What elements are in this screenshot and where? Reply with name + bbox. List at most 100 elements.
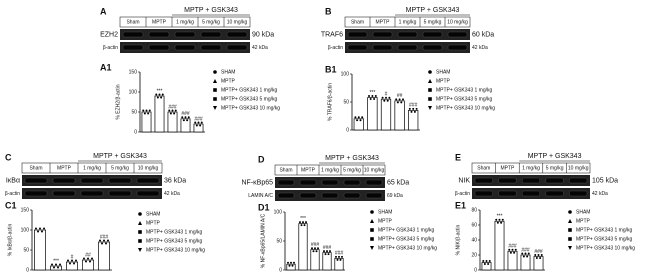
annotation: ### (168, 104, 177, 110)
dot (527, 252, 530, 255)
dot (143, 112, 146, 115)
dot (303, 224, 306, 227)
dot (522, 255, 525, 258)
dot (381, 96, 384, 99)
lane-label: Sham (279, 167, 292, 173)
legend-marker (138, 221, 142, 225)
dot (99, 239, 101, 242)
dot (155, 93, 158, 96)
band (343, 179, 361, 186)
lane-label: 10 mg/kg (138, 165, 159, 171)
size-label: 42 kDa (472, 45, 488, 51)
band (299, 179, 317, 186)
y-tick-label: 50 (23, 247, 29, 253)
lane-label: 1 mg/kg (83, 165, 101, 171)
row-label: NIK (458, 177, 470, 184)
band (148, 31, 170, 38)
band (447, 44, 468, 51)
dot (181, 116, 184, 119)
y-axis-label: % TRAF6/β-actin (327, 83, 333, 121)
legend-marker (370, 228, 374, 232)
panel-letter: E1 (455, 200, 466, 210)
dot (317, 247, 319, 250)
dot (187, 116, 190, 119)
band (80, 190, 104, 197)
lane-label: 5 mg/kg (202, 19, 220, 25)
panel-letter: E (455, 152, 461, 162)
legend-label: SHAM (378, 209, 392, 215)
band (397, 44, 418, 51)
size-label: 36 kDa (164, 177, 186, 184)
bar (154, 95, 165, 133)
lane-label: 5 mg/kg (343, 167, 361, 173)
legend-marker (213, 88, 217, 92)
dot (168, 109, 171, 112)
lane-label: 1 mg/kg (522, 165, 540, 171)
dot (290, 261, 292, 264)
row-label: β-actin (103, 45, 118, 51)
annotation: ### (335, 251, 344, 257)
dot (339, 258, 342, 261)
dot (540, 254, 543, 256)
dot (73, 262, 75, 265)
dot (482, 260, 485, 262)
dot (293, 261, 295, 264)
y-tick-label: 100 (129, 89, 138, 95)
legend-label: MPTP+ GSK343 10 mg/kg (576, 245, 635, 251)
band (174, 44, 196, 51)
bar (533, 256, 544, 271)
band (148, 44, 170, 51)
annotation: *** (53, 258, 59, 264)
legend-label: MPTP+ GSK343 1 mg/kg (146, 229, 202, 235)
lane-label: 5 mg/kg (424, 19, 442, 25)
lane-label: 1 mg/kg (176, 19, 194, 25)
legend-marker (370, 219, 374, 223)
bar (408, 110, 419, 131)
row-label: IκBα (6, 177, 20, 184)
row-label: EZH2 (100, 31, 118, 38)
y-axis-label: % NIK/β-actin (455, 224, 461, 255)
size-label: 60 kDa (472, 31, 494, 38)
legend-marker (568, 246, 572, 250)
dot (200, 121, 203, 124)
dot (288, 264, 291, 267)
dot (300, 224, 303, 227)
dot (51, 263, 53, 266)
band (200, 31, 222, 38)
dot (171, 109, 174, 112)
y-tick-label: 100 (21, 227, 30, 233)
lane-box (344, 16, 471, 28)
dot (534, 254, 537, 256)
band (569, 190, 588, 197)
dot (69, 262, 71, 265)
dot (75, 259, 77, 262)
bar (310, 249, 320, 271)
dot (368, 95, 370, 98)
lane-label: MPTP (152, 19, 167, 25)
dot (388, 96, 391, 99)
y-tick-label: 0 (134, 129, 137, 135)
dot (305, 221, 307, 224)
blot-header: MPTP + GSK343 (184, 7, 238, 14)
dot (386, 99, 389, 102)
legend-marker (370, 210, 374, 214)
band (522, 177, 541, 184)
y-axis-label: % NF-κBp65/LAMIN A/C (260, 213, 266, 268)
legend-label: MPTP+ GSK343 5 mg/kg (378, 236, 434, 242)
legend-marker (428, 70, 432, 74)
bar (394, 100, 405, 131)
y-tick-label: 0 (279, 267, 282, 273)
bar (367, 97, 378, 131)
legend-label: MPTP (576, 218, 591, 224)
annotation: # (385, 92, 388, 98)
dot (413, 110, 416, 113)
dot (487, 263, 490, 265)
dot (524, 252, 527, 255)
band (365, 192, 383, 199)
legend-label: MPTP+ GSK343 5 mg/kg (146, 238, 202, 244)
dot (199, 124, 202, 127)
panel-letter: B (325, 6, 332, 16)
annotation: ### (311, 242, 320, 248)
band (447, 31, 468, 38)
band (545, 177, 564, 184)
